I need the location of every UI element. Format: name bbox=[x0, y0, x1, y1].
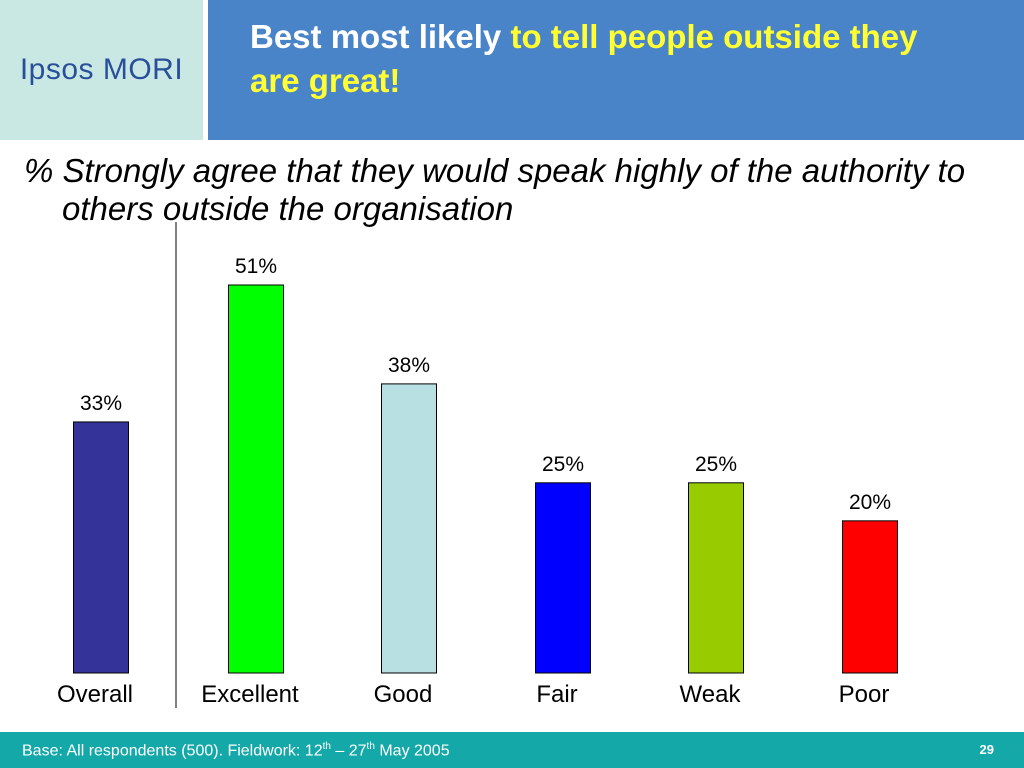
footer-bar: Base: All respondents (500). Fieldwork: … bbox=[0, 732, 1024, 768]
slide-title: Best most likely to tell people outside … bbox=[250, 15, 970, 103]
value-label-poor: 20% bbox=[849, 491, 891, 514]
chart-subtitle: % Strongly agree that they would speak h… bbox=[24, 152, 966, 227]
base-note-suffix: May 2005 bbox=[374, 742, 450, 760]
bar-fair bbox=[535, 482, 591, 674]
bar-weak bbox=[688, 482, 744, 674]
value-label-fair: 25% bbox=[542, 453, 584, 476]
title-part-highlight: to tell people outside they are great! bbox=[250, 18, 918, 99]
ipsos-mori-logo: Ipsos MORI bbox=[19, 53, 184, 86]
value-label-good: 38% bbox=[388, 354, 430, 377]
base-note-mid: – 27 bbox=[330, 742, 367, 760]
header-separator bbox=[203, 0, 208, 140]
category-label-weak: Weak bbox=[680, 681, 742, 708]
base-note: Base: All respondents (500). Fieldwork: … bbox=[22, 741, 450, 760]
bar-good bbox=[381, 383, 437, 674]
value-label-overall: 33% bbox=[80, 392, 122, 415]
bar-excellent bbox=[228, 284, 284, 674]
category-label-overall: Overall bbox=[57, 681, 133, 708]
base-note-prefix: Base: All respondents (500). Fieldwork: … bbox=[22, 742, 323, 760]
title-part-white: Best most likely bbox=[250, 18, 511, 55]
page-number: 29 bbox=[979, 742, 994, 757]
base-note-sup1: th bbox=[322, 741, 331, 752]
logo-panel: Ipsos MORI bbox=[0, 0, 203, 140]
base-note-sup2: th bbox=[366, 741, 375, 752]
bar-chart: 33% Overall 51% Excellent 38% Good 25% Fair 25% W… bbox=[57, 222, 898, 708]
bars-group: 33% Overall 51% Excellent 38% Good 25% Fair 25% W… bbox=[57, 255, 898, 708]
category-label-excellent: Excellent bbox=[201, 681, 299, 708]
value-label-weak: 25% bbox=[695, 453, 737, 476]
category-label-good: Good bbox=[374, 681, 433, 708]
category-label-poor: Poor bbox=[839, 681, 890, 708]
title-bar: Best most likely to tell people outside … bbox=[208, 0, 1024, 140]
value-label-excellent: 51% bbox=[235, 255, 277, 278]
bar-poor bbox=[842, 520, 898, 674]
bar-overall bbox=[73, 421, 129, 674]
category-label-fair: Fair bbox=[536, 681, 577, 708]
